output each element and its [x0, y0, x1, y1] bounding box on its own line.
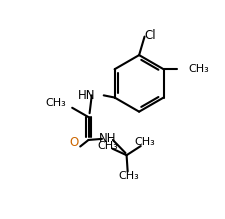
Text: CH₃: CH₃ [97, 141, 117, 151]
Text: HN: HN [77, 89, 94, 102]
Text: Cl: Cl [144, 29, 156, 42]
Text: CH₃: CH₃ [118, 171, 139, 181]
Text: CH₃: CH₃ [45, 98, 65, 108]
Text: O: O [70, 136, 79, 149]
Text: CH₃: CH₃ [133, 137, 154, 147]
Text: NH: NH [99, 132, 116, 145]
Text: CH₃: CH₃ [188, 64, 208, 74]
